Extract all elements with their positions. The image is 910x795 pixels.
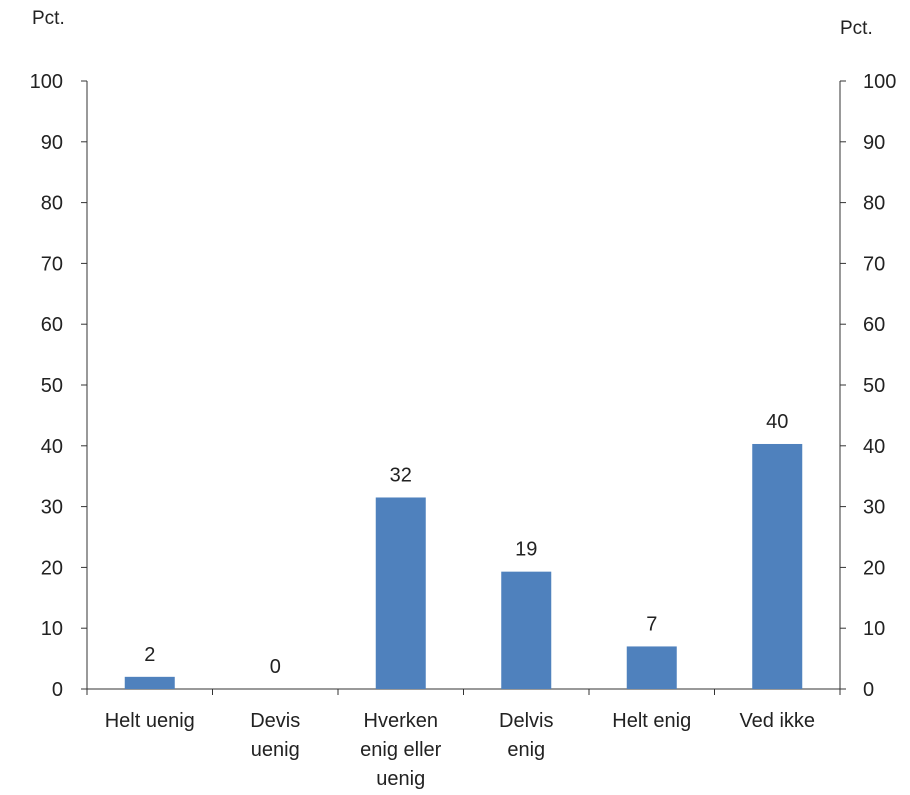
left-y-tick-label: 100 xyxy=(30,71,63,93)
data-label: 40 xyxy=(766,411,788,433)
bar xyxy=(752,444,802,689)
right-y-tick-label: 80 xyxy=(863,193,885,215)
left-y-tick-label: 40 xyxy=(41,436,63,458)
right-y-tick-label: 70 xyxy=(863,253,885,275)
bar xyxy=(501,572,551,689)
right-y-tick-label: 50 xyxy=(863,375,885,397)
bars xyxy=(125,444,803,689)
right-y-tick-label: 30 xyxy=(863,497,885,519)
data-label: 2 xyxy=(144,644,155,666)
category-label: Helt uenig xyxy=(105,710,195,732)
category-label: Hverken enig eller uenig xyxy=(360,710,442,790)
left-y-tick-label: 50 xyxy=(41,375,63,397)
left-y-tick-label: 90 xyxy=(41,132,63,154)
right-y-tick-label: 10 xyxy=(863,618,885,640)
bar xyxy=(627,646,677,689)
right-y-tick-label: 40 xyxy=(863,436,885,458)
data-labels: 2 0 32 19 7 40 xyxy=(144,411,788,678)
left-y-tick-label: 80 xyxy=(41,193,63,215)
x-axis-ticks: Helt uenig Devis uenig Hverken enig eller uen… xyxy=(87,689,840,790)
right-y-tick-label: 60 xyxy=(863,314,885,336)
left-y-tick-label: 0 xyxy=(52,679,63,701)
data-label: 19 xyxy=(515,539,537,561)
category-label: Helt enig xyxy=(612,710,691,732)
right-y-tick-label: 20 xyxy=(863,557,885,579)
category-label: Devis uenig xyxy=(250,710,300,761)
data-label: 7 xyxy=(646,613,657,635)
category-label: Ved ikke xyxy=(739,710,815,732)
data-label: 32 xyxy=(390,464,412,486)
bar xyxy=(125,677,175,689)
right-y-tick-label: 0 xyxy=(863,679,874,701)
category-label: Delvis enig xyxy=(499,710,553,761)
left-y-tick-label: 10 xyxy=(41,618,63,640)
left-y-tick-label: 60 xyxy=(41,314,63,336)
data-label: 0 xyxy=(270,656,281,678)
bar xyxy=(376,497,426,689)
axes xyxy=(87,81,840,689)
left-y-axis-ticks: 0 10 20 30 40 50 60 70 80 90 100 xyxy=(30,71,87,701)
left-y-tick-label: 70 xyxy=(41,253,63,275)
right-y-tick-label: 90 xyxy=(863,132,885,154)
right-y-tick-label: 100 xyxy=(863,71,896,93)
right-y-axis-ticks: 0 10 20 30 40 50 60 70 80 90 100 xyxy=(840,71,896,701)
left-y-tick-label: 20 xyxy=(41,557,63,579)
left-y-tick-label: 30 xyxy=(41,497,63,519)
